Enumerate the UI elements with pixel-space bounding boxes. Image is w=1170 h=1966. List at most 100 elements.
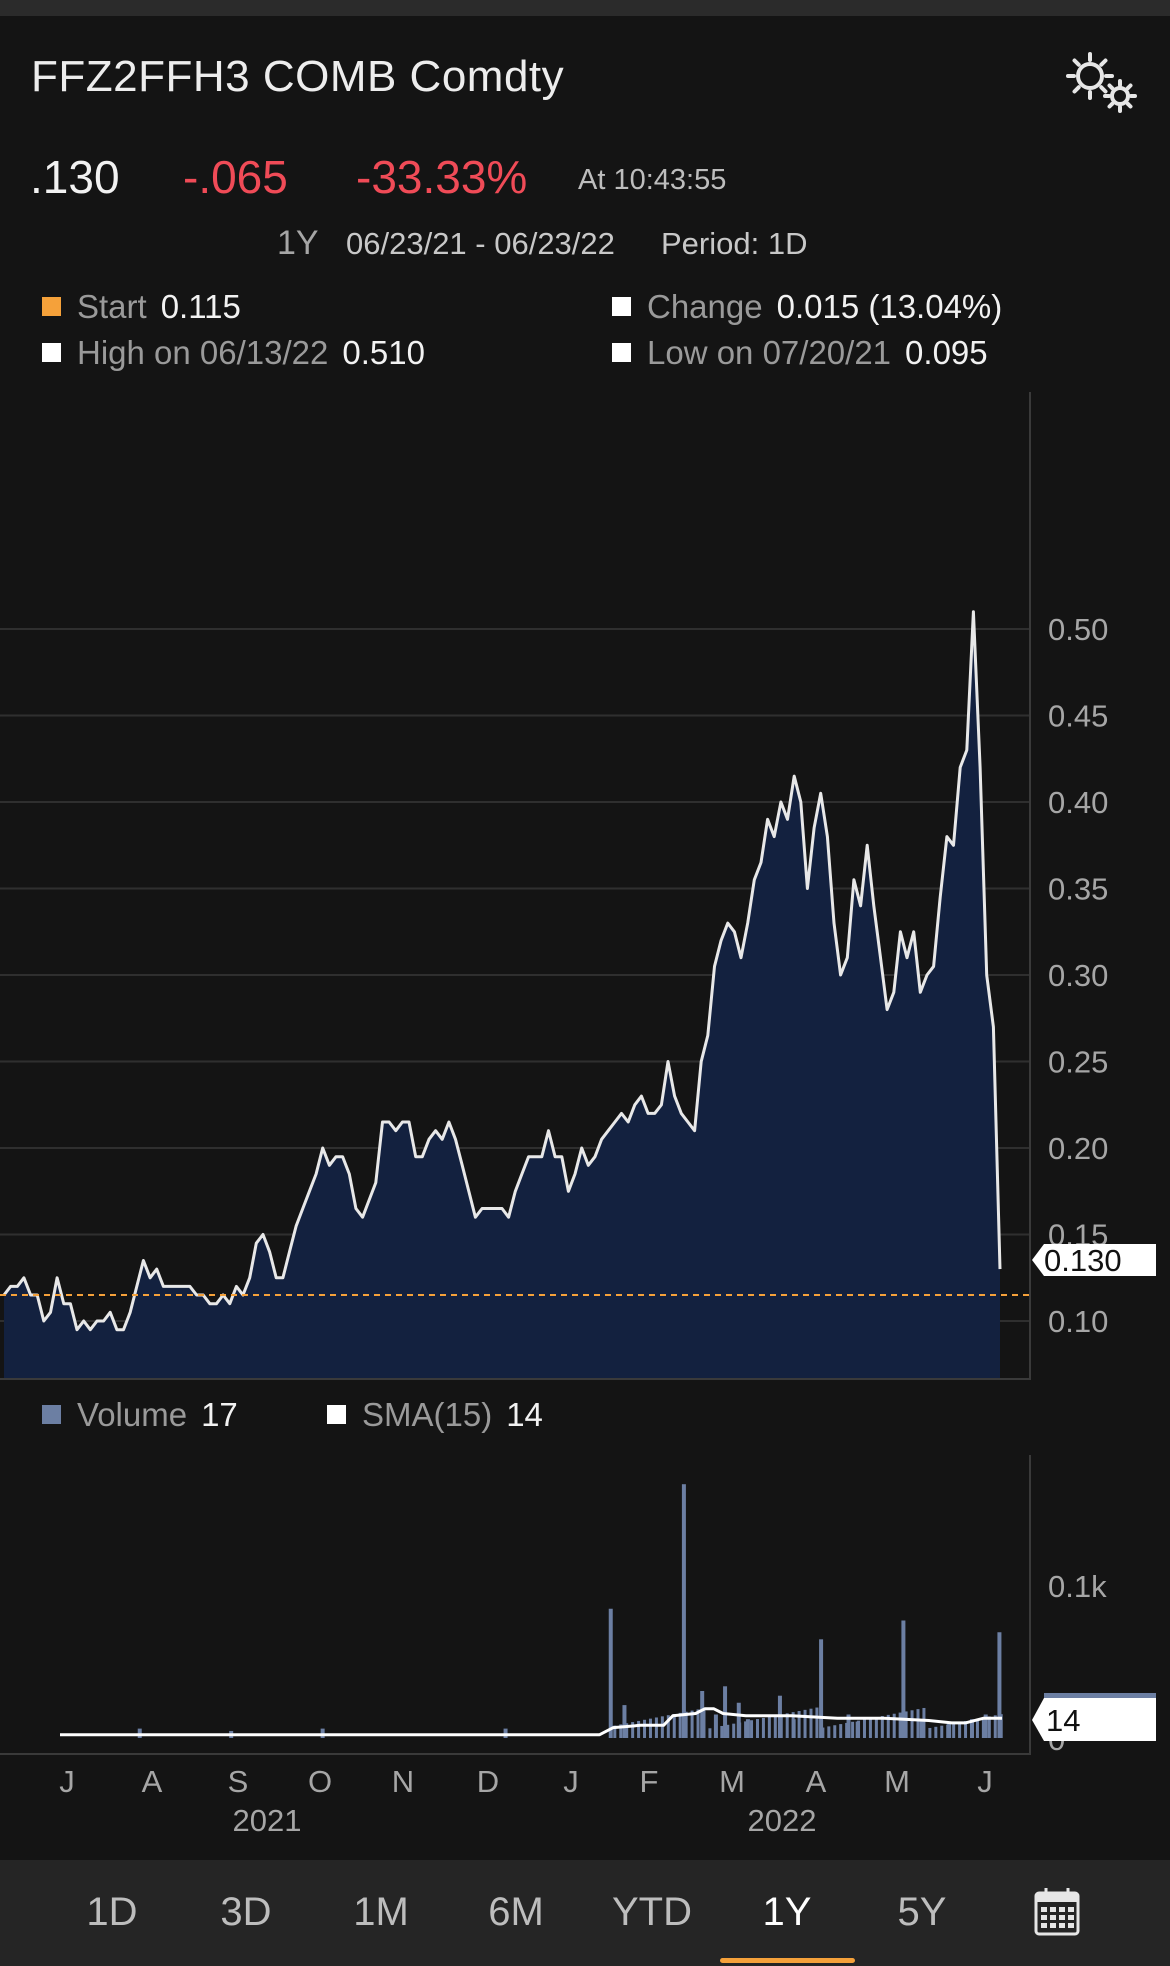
- price-tick-label: 0.45: [1048, 699, 1108, 734]
- volume-bar: [993, 1715, 997, 1738]
- volume-legend: Volume 17: [42, 1396, 238, 1434]
- stat-high: High on 06/13/22 0.510: [42, 334, 425, 372]
- volume-bar: [952, 1723, 956, 1738]
- tab-1m[interactable]: 1M: [353, 1890, 409, 1934]
- volume-bar: [855, 1721, 860, 1738]
- price-volume-chart[interactable]: 0.100.150.200.250.300.350.400.450.50 0.1…: [0, 380, 1170, 1860]
- price-tick-label: 0.30: [1048, 958, 1108, 993]
- volume-bar: [862, 1719, 866, 1738]
- volume-bar: [797, 1710, 801, 1738]
- price-change-percent: -33.33%: [356, 151, 528, 203]
- volume-bar: [672, 1714, 676, 1738]
- volume-bar: [678, 1712, 682, 1738]
- volume-bar: [608, 1608, 613, 1738]
- volume-bar: [815, 1707, 819, 1738]
- last-price-tag-text: 0.130: [1044, 1243, 1122, 1278]
- x-month-label: A: [806, 1764, 827, 1799]
- volume-bar: [839, 1724, 843, 1738]
- x-month-label: M: [884, 1764, 910, 1799]
- stat-start-label: Start: [77, 288, 147, 325]
- price-change: -.065: [183, 151, 288, 203]
- volume-bar: [934, 1726, 938, 1738]
- high-legend-swatch: [42, 343, 61, 362]
- range-dates: 06/23/21 - 06/23/22: [346, 226, 615, 261]
- stat-high-value: 0.510: [342, 334, 425, 371]
- price-tick-label: 0.25: [1048, 1045, 1108, 1080]
- volume-bar: [809, 1708, 813, 1738]
- volume-bar: [987, 1716, 991, 1738]
- volume-bar: [732, 1723, 736, 1738]
- volume-bar: [892, 1713, 896, 1738]
- volume-bar: [919, 1719, 924, 1738]
- volume-bar: [625, 1723, 629, 1738]
- volume-bar: [726, 1724, 730, 1738]
- volume-bar: [648, 1718, 652, 1738]
- volume-bar: [904, 1711, 908, 1738]
- volume-bar: [736, 1702, 741, 1738]
- volume-bar: [750, 1720, 754, 1738]
- volume-bar: [969, 1719, 974, 1738]
- range-tab-bar: [0, 1860, 1170, 1966]
- volume-label: Volume: [77, 1396, 188, 1433]
- x-month-label: J: [563, 1764, 579, 1799]
- stat-change-value: 0.015 (13.04%): [776, 288, 1003, 325]
- volume-bar: [660, 1716, 664, 1738]
- tab-3d[interactable]: 3D: [220, 1890, 272, 1934]
- volume-bar: [681, 1484, 686, 1738]
- tab-1d[interactable]: 1D: [86, 1890, 138, 1934]
- settings-gears-icon[interactable]: [1064, 50, 1140, 116]
- page-title: FFZ2FFH3 COMB Comdty: [31, 52, 565, 101]
- volume-bar: [898, 1712, 902, 1738]
- volume-bar: [637, 1720, 641, 1738]
- volume-bar: [997, 1632, 1002, 1738]
- stat-change: Change 0.015 (13.04%): [612, 288, 1002, 326]
- volume-bar: [827, 1726, 831, 1738]
- stat-start: Start 0.115: [42, 288, 241, 326]
- price-tick-label: 0.10: [1048, 1304, 1108, 1339]
- volume-bar: [947, 1723, 952, 1738]
- volume-bar: [745, 1719, 750, 1738]
- volume-bar: [868, 1718, 872, 1738]
- x-month-label: D: [477, 1764, 499, 1799]
- stat-high-label: High on 06/13/22: [77, 334, 329, 371]
- volume-bar: [761, 1717, 765, 1738]
- volume-bar: [981, 1717, 985, 1738]
- x-month-label: S: [228, 1764, 249, 1799]
- tab-6m[interactable]: 6M: [488, 1890, 544, 1934]
- volume-bar: [755, 1719, 759, 1738]
- start-legend-swatch: [42, 297, 61, 316]
- volume-bar: [928, 1727, 932, 1738]
- range-period: Period: 1D: [661, 226, 808, 261]
- volume-bar: [975, 1718, 979, 1738]
- x-month-label: M: [719, 1764, 745, 1799]
- volume-last-tag-text: 14: [1046, 1703, 1080, 1738]
- tab-1y[interactable]: 1Y: [762, 1890, 812, 1934]
- tab-ytd[interactable]: YTD: [612, 1890, 692, 1934]
- sma-legend: SMA(15) 14: [327, 1396, 543, 1434]
- volume-bar: [690, 1710, 694, 1738]
- calendar-icon[interactable]: [1034, 1886, 1080, 1936]
- volume-bar: [874, 1717, 878, 1738]
- quote-time: At 10:43:55: [578, 164, 727, 196]
- volume-bar: [901, 1620, 906, 1738]
- volume-bar: [833, 1725, 837, 1738]
- status-strip: [0, 0, 1170, 16]
- sma-value: 14: [506, 1396, 543, 1433]
- volume-legend-swatch: [42, 1405, 61, 1424]
- volume-bar: [619, 1724, 623, 1738]
- volume-bar: [700, 1691, 705, 1738]
- volume-bar: [791, 1719, 796, 1738]
- x-year-label: 2022: [748, 1803, 817, 1838]
- price-series-line: [2, 610, 1002, 1332]
- x-year-label: 2021: [233, 1803, 302, 1838]
- volume-bar: [684, 1711, 688, 1738]
- last-price-tag: 0.130: [1032, 1243, 1156, 1278]
- volume-bar: [666, 1715, 670, 1738]
- volume-bar: [910, 1710, 914, 1738]
- volume-bar: [983, 1714, 988, 1738]
- volume-bar: [886, 1714, 890, 1738]
- tab-5y[interactable]: 5Y: [897, 1890, 947, 1934]
- stat-low-label: Low on 07/20/21: [647, 334, 892, 371]
- price-tick-label: 0.35: [1048, 872, 1108, 907]
- volume-bar: [723, 1686, 728, 1738]
